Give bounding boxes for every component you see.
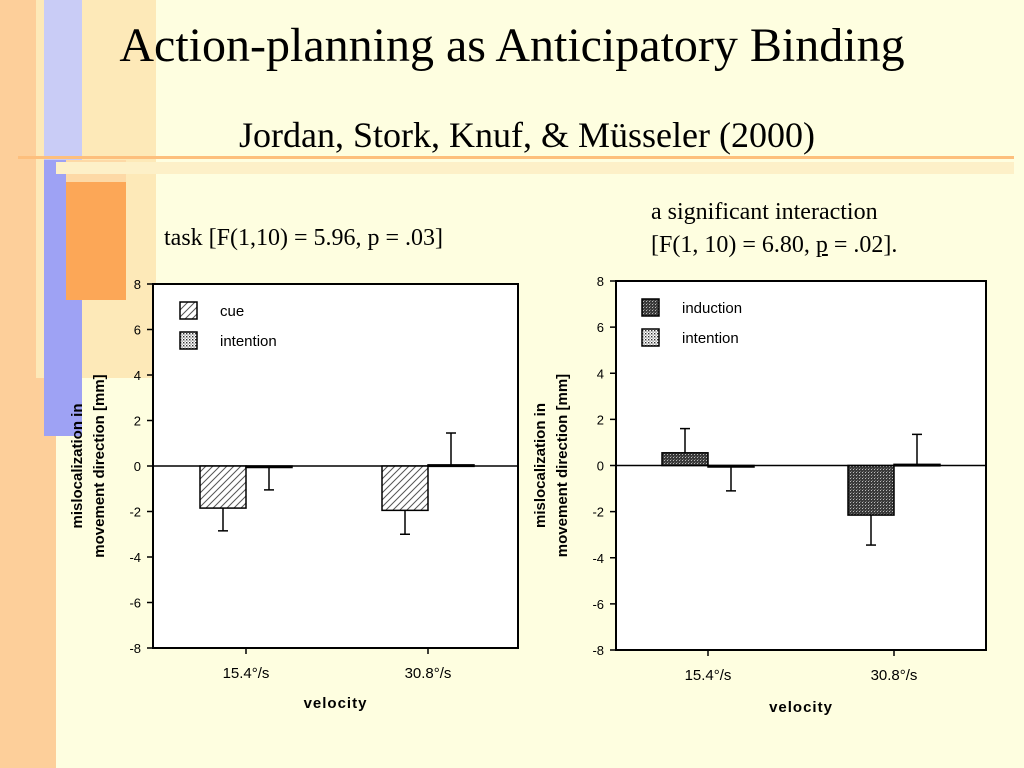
x-tick-label: 30.8°/s [405,665,452,682]
chart-1: -8 -6 -4 -2 0 2 4 6 8 15.4°/s 30.8°/s cue intention v… [69,277,519,712]
y-tick-label: -4 [592,551,604,566]
y-tick-label: 8 [597,274,604,289]
y-tick-label: 2 [597,412,604,427]
y-axis-label-line1: mislocalization in [69,403,86,528]
x-axis-label: velocity [769,699,833,716]
y-axis-label-line2: movement direction [mm] [91,374,108,557]
bar-intention [427,464,475,468]
bar-cue [381,465,429,512]
y-tick-label: -8 [129,641,141,656]
y-tick-label: -8 [592,643,604,658]
chart-2: -8 -6 -4 -2 0 2 4 6 8 15.4°/s 30.8°/s induction inte… [532,274,987,716]
y-axis-label-line2: movement direction [mm] [554,374,571,557]
bar-cue [199,465,247,509]
right-stat-line1: a significant interaction [651,199,878,225]
left-stat-text: task [F(1,10) = 5.96, p = .03] [164,225,444,251]
y-tick-label: -6 [129,596,141,611]
deco-stripe-orange-block [66,160,126,300]
x-axis-label: velocity [304,695,368,712]
deco-horizontal-line [18,156,1014,159]
y-tick-label: -6 [592,597,604,612]
y-tick-label: 8 [134,277,141,292]
legend-label-cue: cue [220,303,244,320]
y-tick-label: -2 [592,505,604,520]
right-stat-line2-b: = .02]. [827,232,898,258]
y-tick-label: -2 [129,505,141,520]
y-tick-label: 0 [597,459,604,474]
bar-intention [893,463,941,467]
bar-induction [661,452,709,467]
legend-swatch-induction [641,298,660,317]
y-tick-label: 0 [134,459,141,474]
deco-horizontal-band [56,162,1014,174]
slide-subtitle: Jordan, Stork, Knuf, & Müsseler (2000) [239,115,815,155]
x-tick-label: 15.4°/s [685,667,732,684]
x-tick-label: 30.8°/s [871,667,918,684]
bar-induction [847,464,895,516]
y-tick-label: 4 [134,368,141,383]
right-stat-line2: [F(1, 10) = 6.80, p = .02]. [651,231,897,259]
y-axis-label-line1: mislocalization in [532,403,549,528]
y-tick-label: 4 [597,366,604,381]
legend-swatch-cue [179,301,198,320]
legend-label-intention: intention [682,330,739,347]
legend-label-induction: induction [682,300,742,317]
right-stat-line2-p: p [815,232,828,258]
right-stat-line2-a: [F(1, 10) = 6.80, [651,232,816,258]
y-tick-label: -4 [129,550,141,565]
legend-label-intention: intention [220,333,277,350]
y-tick-label: 6 [597,320,604,335]
x-tick-label: 15.4°/s [223,665,270,682]
y-tick-label: 2 [134,414,141,429]
legend-swatch-intention [179,331,198,350]
legend-swatch-intention [641,328,660,347]
slide-title: Action-planning as Anticipatory Binding [119,19,905,72]
y-tick-label: 6 [134,323,141,338]
